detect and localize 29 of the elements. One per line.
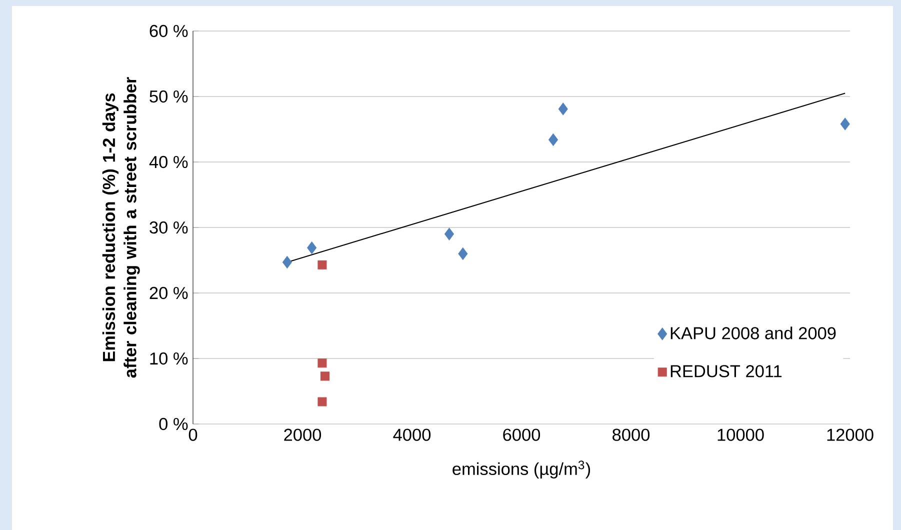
- point: [307, 242, 317, 254]
- point: [558, 102, 568, 116]
- y-tick-label: 20 %: [150, 286, 188, 300]
- point: [318, 260, 327, 270]
- point: [548, 133, 558, 146]
- x-tick-label: 8000: [612, 428, 650, 441]
- x-axis-title: emissions (µg/m$^{3}$): [452, 460, 590, 478]
- x-tick-label: 6000: [503, 428, 540, 441]
- x-tick-label: 2000: [284, 428, 322, 441]
- point: [318, 397, 327, 406]
- x-tick-label: 12000: [827, 428, 874, 441]
- y-tick-label: 30 %: [150, 221, 188, 234]
- x-tick-label: 4000: [393, 428, 431, 441]
- point: [318, 358, 327, 368]
- legend-label: KAPU 2008 and 2009: [670, 326, 836, 340]
- point: [444, 228, 454, 240]
- point: [320, 372, 330, 381]
- point: [282, 256, 292, 268]
- y-tick-label: 60 %: [150, 24, 188, 38]
- y-axis-title: Emission reduction (%) 1-2 days after cleaning with a street scrubber: [102, 77, 140, 378]
- x-tick-label: 0: [188, 428, 198, 441]
- legend-label: REDUST 2011: [670, 365, 782, 378]
- point: [840, 118, 850, 130]
- y-tick-label: 40 %: [149, 156, 188, 168]
- y-tick-label: 50 %: [150, 90, 188, 103]
- point: [458, 247, 468, 260]
- y-tick-label: 10 %: [150, 352, 188, 365]
- y-tick-label: 0 %: [159, 418, 188, 430]
- x-tick-label: 10000: [718, 428, 764, 441]
